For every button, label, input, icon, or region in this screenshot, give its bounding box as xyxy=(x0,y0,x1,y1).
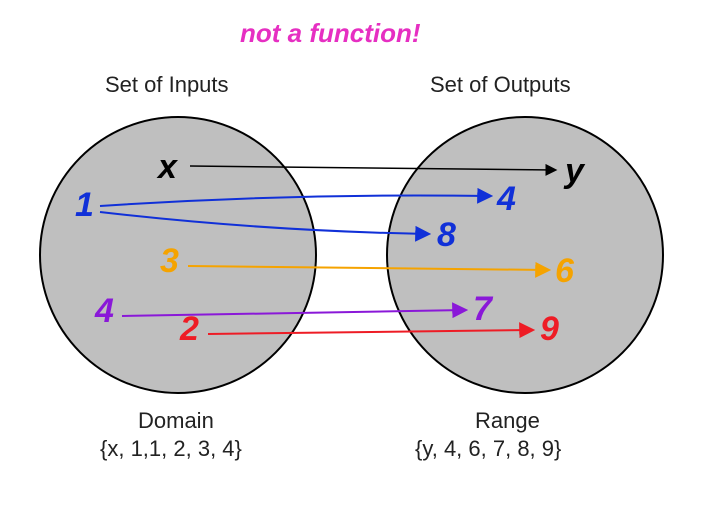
domain-title: Domain xyxy=(138,408,214,434)
right-value-7: 7 xyxy=(473,290,492,329)
left-value-2: 2 xyxy=(180,310,199,349)
left-value-1: 1 xyxy=(75,186,94,225)
right-value-y: y xyxy=(565,152,584,191)
right-value-9: 9 xyxy=(540,310,559,349)
range-set: {y, 4, 6, 7, 8, 9} xyxy=(415,436,561,462)
left-value-x: x xyxy=(158,148,177,187)
right-value-6: 6 xyxy=(555,252,574,291)
left-value-4: 4 xyxy=(95,292,114,331)
right-value-4: 4 xyxy=(497,180,516,219)
domain-set: {x, 1,1, 2, 3, 4} xyxy=(100,436,242,462)
right-value-8: 8 xyxy=(437,216,456,255)
left-value-3: 3 xyxy=(160,242,179,281)
range-title: Range xyxy=(475,408,540,434)
